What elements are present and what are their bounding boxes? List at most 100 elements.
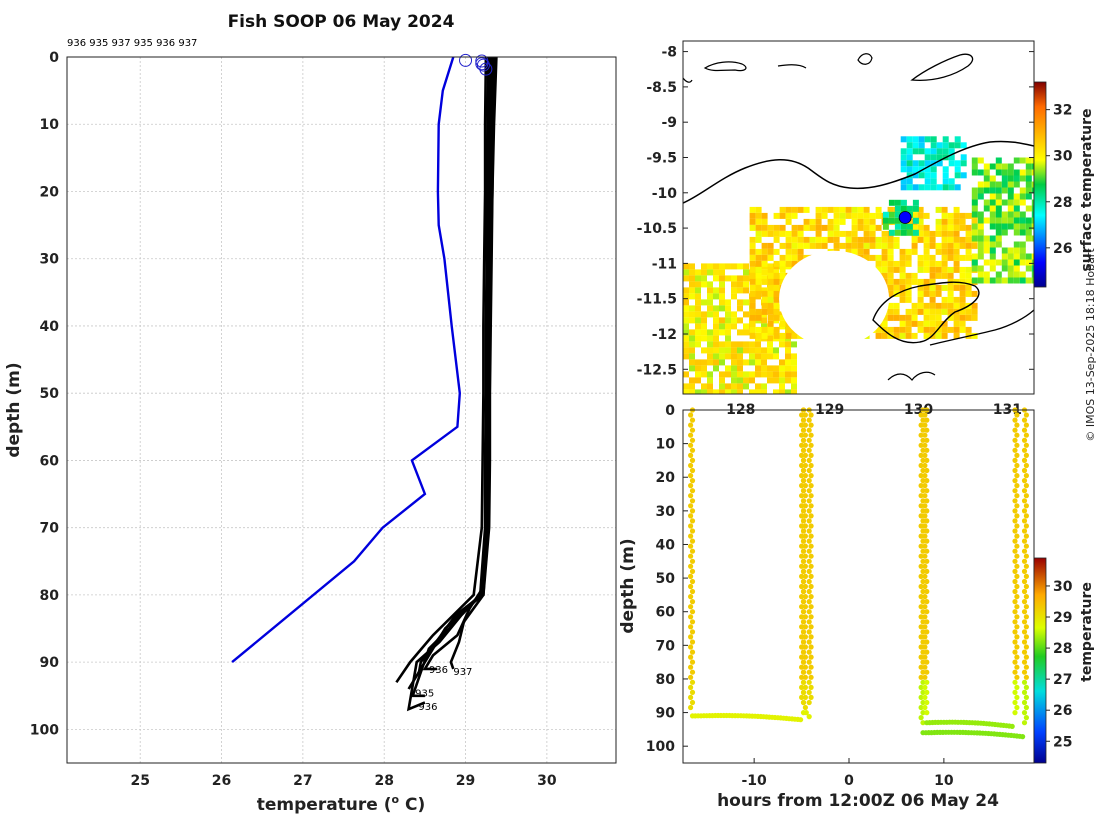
sst-cell — [989, 223, 996, 230]
sst-cell — [731, 317, 737, 324]
sst-cell — [707, 359, 713, 366]
sst-cell — [1025, 265, 1032, 272]
cast-point — [1012, 518, 1018, 524]
sst-cell — [767, 284, 774, 291]
cast-point — [1012, 699, 1018, 706]
sst-cell — [983, 259, 990, 266]
cast-point — [922, 503, 928, 509]
sst-cell — [971, 157, 978, 164]
sst-cell — [1019, 241, 1026, 248]
cast-point — [920, 558, 926, 564]
cast-point — [689, 619, 696, 625]
sst-cell — [689, 293, 695, 300]
sst-cell — [953, 296, 960, 303]
sst-cell — [989, 253, 996, 260]
cast-point — [800, 528, 807, 534]
sst-cell — [713, 329, 719, 336]
sst-cell — [791, 353, 797, 360]
sst-cell — [857, 224, 864, 231]
cast-point — [1012, 639, 1018, 645]
sst-cell — [971, 253, 978, 260]
sst-cell — [773, 332, 780, 339]
sst-cell — [900, 205, 907, 212]
sst-cell — [947, 236, 954, 243]
cast-point — [806, 427, 812, 433]
cast-point — [800, 639, 807, 645]
sst-cell — [918, 160, 925, 167]
sst-cell — [755, 326, 762, 333]
credit-text: © IMOS 13-Sep-2025 18:18 Hobart — [1084, 248, 1097, 442]
sst-cell — [707, 269, 713, 276]
sst-cell — [900, 178, 907, 185]
map-colorbar-tick-label: 30 — [1053, 149, 1073, 165]
sst-cell — [900, 184, 907, 191]
cast-point — [688, 503, 694, 509]
sst-cell — [785, 230, 792, 237]
cast-point — [1014, 442, 1020, 448]
sst-cell — [881, 314, 888, 321]
cast-point — [1014, 614, 1020, 620]
cast-point — [800, 427, 807, 433]
cast-point — [808, 513, 814, 519]
sst-cell — [959, 296, 966, 303]
sst-cell — [936, 142, 943, 149]
sst-cell — [947, 254, 954, 261]
sst-cell — [785, 347, 791, 354]
x-tick-label: 27 — [293, 773, 312, 789]
sst-cell — [947, 230, 954, 237]
cast-point — [924, 548, 930, 554]
sst-cell — [935, 326, 942, 333]
sst-cell — [755, 248, 762, 255]
sst-cell — [863, 248, 870, 255]
sst-cell — [695, 365, 701, 372]
sst-cell — [971, 229, 978, 236]
sst-cell — [767, 326, 774, 333]
sst-cell — [707, 287, 713, 294]
cast-point — [924, 699, 930, 706]
cast-point — [688, 704, 694, 711]
sst-cell — [725, 371, 731, 378]
cast-point — [1023, 654, 1029, 660]
cast-point — [808, 553, 814, 559]
sst-cell — [749, 260, 756, 267]
sst-cell — [845, 236, 852, 243]
sst-cell — [989, 199, 996, 206]
sst-cell — [900, 229, 907, 236]
y-tick-label: 50 — [40, 386, 60, 402]
sst-cell — [731, 323, 737, 330]
cast-point — [922, 493, 928, 499]
sst-cell — [695, 269, 701, 276]
sst-cell — [923, 254, 930, 261]
cast-point — [920, 578, 926, 585]
sst-cell — [761, 359, 767, 366]
cast-point — [802, 604, 809, 610]
sst-cell — [701, 389, 707, 394]
cast-point — [808, 412, 814, 418]
cast-point — [922, 523, 928, 529]
sst-cell — [875, 254, 882, 261]
cast-point — [1021, 518, 1028, 524]
coastline-islet-2 — [703, 61, 747, 72]
sst-cell — [941, 212, 948, 219]
sst-cell — [803, 218, 810, 225]
sst-cell — [1013, 199, 1020, 206]
sst-cell — [1013, 193, 1020, 200]
sst-cell — [791, 359, 797, 366]
sst-cell — [948, 142, 955, 149]
sst-cell — [971, 302, 978, 309]
sst-cell — [797, 224, 804, 231]
cast-point — [1021, 437, 1028, 443]
cast-point — [918, 634, 924, 640]
sst-cell — [761, 260, 768, 267]
sst-cell — [683, 347, 689, 354]
sst-cell — [749, 308, 756, 315]
sst-cell — [761, 323, 767, 330]
sst-cell — [707, 353, 713, 360]
sst-cell — [947, 218, 954, 225]
sst-cell — [989, 235, 996, 242]
cast-point — [802, 493, 809, 499]
sst-cell — [719, 377, 725, 384]
sst-cell — [941, 236, 948, 243]
sst-cell — [989, 205, 996, 212]
profile-grid — [67, 56, 616, 763]
